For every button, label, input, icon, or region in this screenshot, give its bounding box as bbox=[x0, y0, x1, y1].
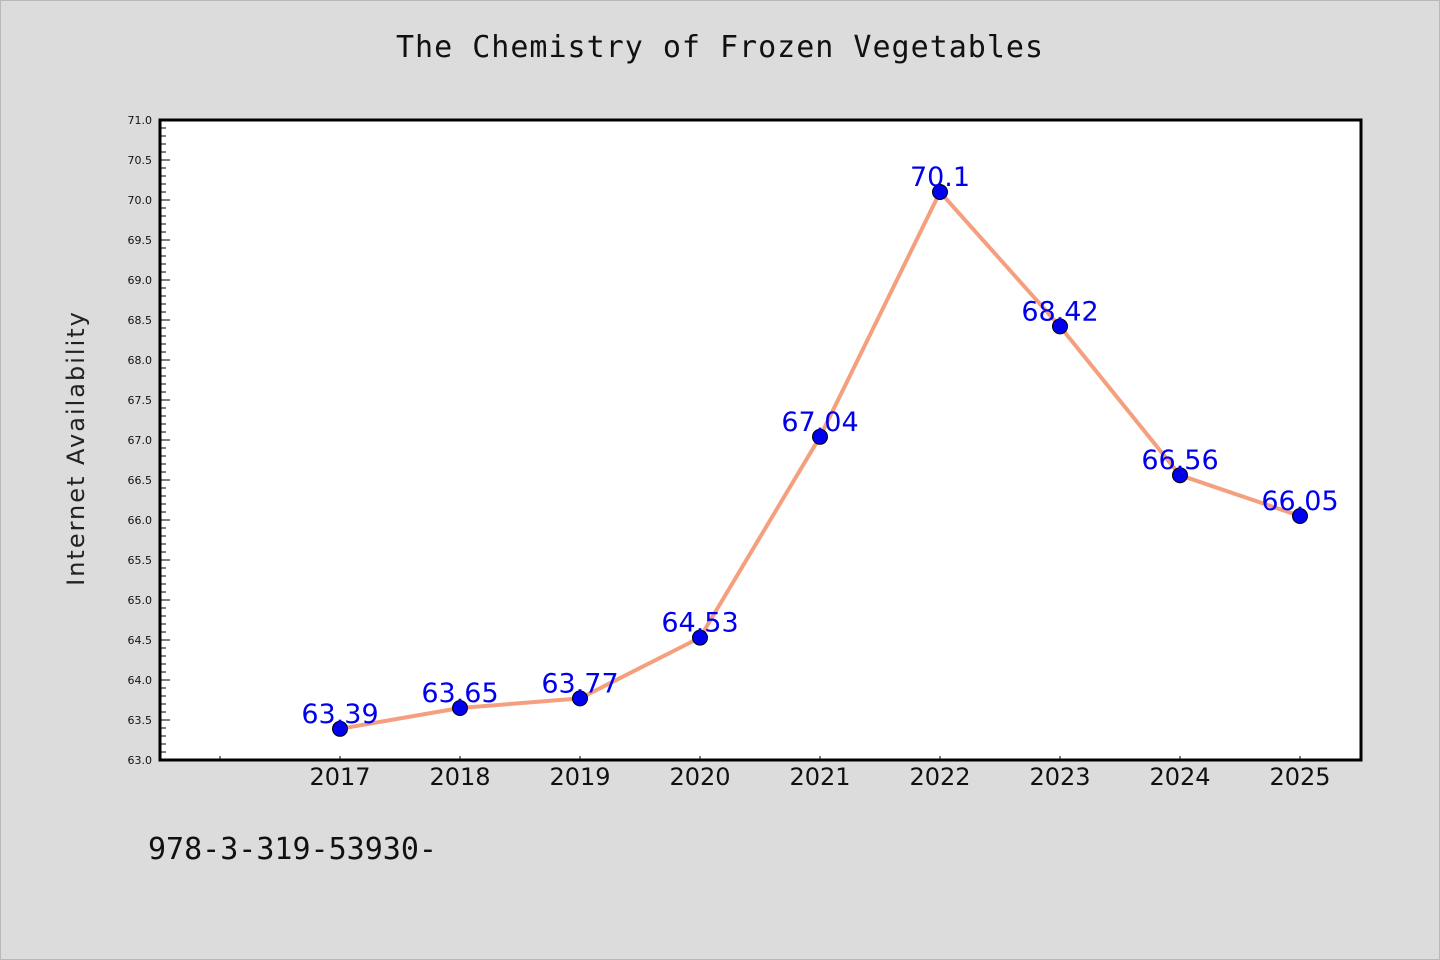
y-tick-label: 67.5 bbox=[128, 394, 153, 407]
y-axis: 63.0 63.5 64.0 64.5 65.0 65.5 66.0 66.5 67.0 67.5… bbox=[128, 114, 170, 767]
y-tick-label: 70.5 bbox=[128, 154, 153, 167]
y-tick-label: 64.0 bbox=[128, 674, 153, 687]
y-tick-label: 70.0 bbox=[128, 194, 153, 207]
data-label: 67.04 bbox=[781, 407, 858, 438]
y-tick-label: 65.5 bbox=[128, 554, 153, 567]
data-point bbox=[932, 184, 948, 200]
data-point bbox=[1172, 467, 1188, 484]
y-tick-label: 69.0 bbox=[128, 274, 153, 287]
data-point bbox=[572, 690, 588, 707]
y-tick-label: 65.0 bbox=[128, 594, 153, 607]
x-tick-label: 2021 bbox=[789, 763, 850, 791]
data-label: 63.39 bbox=[301, 699, 378, 730]
y-tick-label: 67.0 bbox=[128, 434, 153, 447]
y-tick-label: 66.5 bbox=[128, 474, 153, 487]
x-tick-label: 2024 bbox=[1149, 763, 1210, 791]
x-tick-label: 2018 bbox=[429, 763, 490, 791]
y-tick-label: 63.0 bbox=[128, 754, 153, 767]
x-tick-label: 2022 bbox=[909, 763, 970, 791]
data-label: 70.1 bbox=[910, 162, 970, 193]
y-tick-label: 68.5 bbox=[128, 314, 153, 327]
y-tick-label: 64.5 bbox=[128, 634, 153, 647]
x-tick-label: 2017 bbox=[309, 763, 370, 791]
data-label: 64.53 bbox=[661, 608, 738, 639]
data-point bbox=[692, 629, 708, 646]
x-axis: 2017 2018 2019 2020 2021 2022 2023 2024 2025 bbox=[219, 756, 1331, 791]
x-tick-label: 2020 bbox=[669, 763, 730, 791]
y-tick-label: 66.0 bbox=[128, 514, 153, 527]
x-tick-label: 2019 bbox=[549, 763, 610, 791]
data-label: 66.05 bbox=[1261, 486, 1338, 517]
data-label: 66.56 bbox=[1141, 445, 1218, 476]
y-tick-label: 63.5 bbox=[128, 714, 153, 727]
data-label: 63.77 bbox=[541, 668, 618, 699]
data-point bbox=[332, 720, 348, 737]
data-point bbox=[452, 700, 468, 716]
data-point bbox=[1052, 318, 1068, 335]
chart-title: The Chemistry of Frozen Vegetables bbox=[395, 30, 1045, 65]
footnote-text: 978-3-319-53930- bbox=[148, 832, 437, 867]
y-tick-label: 71.0 bbox=[128, 114, 153, 127]
x-tick-label: 2023 bbox=[1029, 763, 1090, 791]
y-tick-label: 69.5 bbox=[128, 234, 153, 247]
data-series: 63.39 63.65 63.77 64.53 67.04 70.1 68.42 66.56 6… bbox=[301, 162, 1339, 737]
plot-area bbox=[158, 118, 1363, 762]
x-tick-label: 2025 bbox=[1269, 763, 1330, 791]
data-point bbox=[1292, 508, 1308, 524]
y-tick-label: 68.0 bbox=[128, 354, 153, 367]
data-point bbox=[812, 428, 828, 445]
data-label: 68.42 bbox=[1021, 296, 1098, 327]
data-label: 63.65 bbox=[421, 678, 498, 709]
